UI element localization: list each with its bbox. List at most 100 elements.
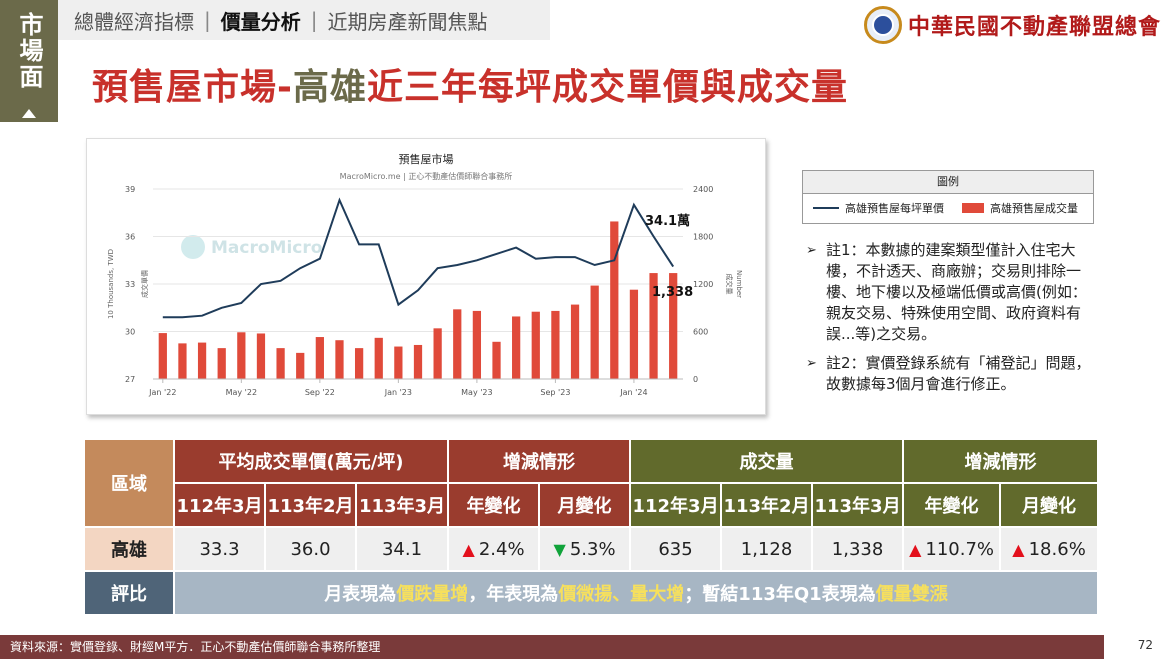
- nav-item-news[interactable]: 近期房產新聞焦點: [327, 9, 488, 34]
- volume-bar: [492, 341, 501, 379]
- watermark-text: MacroMicro: [211, 238, 322, 258]
- price-mom-header: 月變化: [538, 482, 632, 528]
- y-right-axis-sublabel: 成交量: [725, 274, 734, 295]
- legend-title: 圖例: [803, 171, 1093, 194]
- volume-bar: [551, 310, 560, 379]
- volume-yoy-header: 年變化: [902, 482, 1002, 528]
- volume-bar: [237, 332, 246, 379]
- page-number: 72: [1137, 638, 1153, 652]
- triangle-up-icon: ▲: [909, 539, 922, 559]
- y-left-tick-label: 33: [125, 280, 135, 289]
- nav-item-price-volume[interactable]: 價量分析: [220, 9, 301, 34]
- org-logo: 中華民國不動產聯盟總會: [863, 6, 1161, 44]
- title-part2: 高雄: [292, 67, 367, 108]
- price-cell: 36.0: [264, 526, 357, 572]
- nav-item-macro[interactable]: 總體經濟指標: [74, 9, 194, 34]
- summary-seg: 月表現為: [324, 584, 397, 605]
- volume-bar: [610, 221, 619, 379]
- y-right-tick-label: 1200: [693, 280, 713, 289]
- legend-bar-swatch: [962, 203, 984, 213]
- volume-mom-header: 月變化: [999, 482, 1100, 528]
- emblem-icon: [863, 6, 902, 44]
- footer-source: 資料來源：實價登錄、財經M平方．正心不動產估價師聯合事務所整理: [0, 635, 1104, 659]
- volume-header: 成交量: [629, 438, 905, 484]
- y-right-axis-label: Number: [735, 270, 743, 298]
- city-cell: 高雄: [83, 526, 175, 572]
- x-tick-label: Jan '22: [148, 388, 176, 397]
- summary-highlight: 價微揚、量大增: [558, 584, 685, 605]
- x-tick-label: May '22: [226, 388, 257, 397]
- price-period-3: 113年3月: [354, 482, 450, 528]
- region-header: 區域: [83, 438, 175, 528]
- note-2: 註2：實價登錄系統有「補登記」問題，故數據每3個月會進行修正。: [806, 353, 1096, 395]
- notes: 註1：本數據的建案類型僅計入住宅大樓，不計透天、商廠辦；交易則排除一樓、地下樓以…: [806, 240, 1096, 403]
- y-left-tick-label: 36: [125, 233, 135, 242]
- volume-bar: [374, 337, 383, 379]
- price-period-1: 112年3月: [173, 482, 266, 528]
- volume-bar: [256, 333, 266, 379]
- legend-line-swatch: [813, 207, 839, 209]
- volume-bar: [669, 273, 678, 379]
- y-right-tick-label: 2400: [693, 185, 713, 194]
- legend-line-label: 高雄預售屋每坪單價: [845, 202, 944, 215]
- price-header: 平均成交單價(萬元/坪): [172, 438, 450, 484]
- volume-bar: [433, 328, 442, 379]
- price-line: [162, 197, 675, 319]
- volume-bar: [354, 348, 364, 379]
- summary-table: 區域 平均成交單價(萬元/坪) 增減情形 成交量 增減情形 112年3月 113…: [83, 438, 1100, 616]
- price-yoy-cell: ▲ 2.4%: [447, 526, 541, 572]
- volume-bar: [531, 311, 540, 379]
- y-left-tick-label: 27: [125, 375, 135, 384]
- section-tag: 市場面: [0, 0, 58, 122]
- triangle-down-icon: ▼: [553, 539, 566, 559]
- combo-chart: 預售屋市場 MacroMicro.me | 正心不動產估價師聯合事務所 MacroM…: [107, 152, 743, 397]
- y-left-tick-label: 30: [125, 328, 135, 337]
- chart-title: 預售屋市場: [399, 152, 454, 166]
- summary-text: 月表現為價跌量增，年表現為價微揚、量大增；暫結113年Q1表現為價量雙漲: [172, 570, 1100, 616]
- x-tick-label: May '23: [461, 388, 492, 397]
- org-name: 中華民國不動產聯盟總會: [907, 14, 1161, 40]
- summary-seg: ；暫結113年Q1表現為: [684, 584, 876, 605]
- y-right-tick-label: 1800: [693, 233, 713, 242]
- triangle-up-icon: ▲: [462, 539, 475, 559]
- legend-box: 圖例 高雄預售屋每坪單價 高雄預售屋成交量: [802, 170, 1094, 224]
- y-right-tick-label: 600: [693, 328, 708, 337]
- price-mom-cell: ▼ 5.3%: [538, 526, 632, 572]
- volume-period-3: 113年3月: [811, 482, 905, 528]
- legend-bar-label: 高雄預售屋成交量: [990, 202, 1078, 215]
- price-cell: 33.3: [173, 526, 266, 572]
- volume-bar: [296, 352, 305, 379]
- volume-bar: [453, 309, 462, 379]
- volume-bar: [629, 289, 639, 379]
- volume-bar: [512, 316, 521, 379]
- summary-seg: ，年表現為: [468, 584, 559, 605]
- summary-highlight: 價跌量增: [396, 584, 469, 605]
- y-left-axis-sublabel: 成交單價: [140, 270, 149, 298]
- volume-yoy-cell: ▲ 110.7%: [902, 526, 1002, 572]
- annotation-price: 34.1萬: [645, 213, 690, 229]
- watermark-logo-icon: [181, 235, 205, 259]
- nav-separator: |: [310, 8, 318, 32]
- annotation-volume: 1,338: [652, 285, 693, 300]
- y-left-tick-label: 39: [125, 185, 135, 194]
- volume-bar: [413, 344, 423, 379]
- volume-bar: [197, 342, 207, 379]
- y-left-axis-label: 10 Thousands, TWD: [107, 249, 115, 319]
- volume-cell: 635: [629, 526, 723, 572]
- volume-bar: [590, 285, 599, 379]
- title-part3: 近三年每坪成交單價與成交量: [366, 67, 848, 108]
- volume-bar: [276, 348, 285, 379]
- page-title: 預售屋市場-高雄近三年每坪成交單價與成交量: [92, 58, 848, 110]
- title-part1: 預售屋市場-: [92, 67, 293, 108]
- nav-separator: |: [204, 8, 211, 32]
- volume-cell: 1,128: [720, 526, 814, 572]
- volume-bar: [178, 343, 187, 379]
- volume-cell: 1,338: [811, 526, 905, 572]
- x-tick-label: Sep '22: [305, 388, 335, 397]
- volume-bar: [315, 337, 324, 379]
- volume-bar: [472, 310, 482, 379]
- volume-bar: [570, 304, 580, 379]
- section-tag-label: 市場面: [15, 12, 43, 90]
- volume-mom-cell: ▲ 18.6%: [999, 526, 1100, 572]
- price-period-2: 113年2月: [264, 482, 357, 528]
